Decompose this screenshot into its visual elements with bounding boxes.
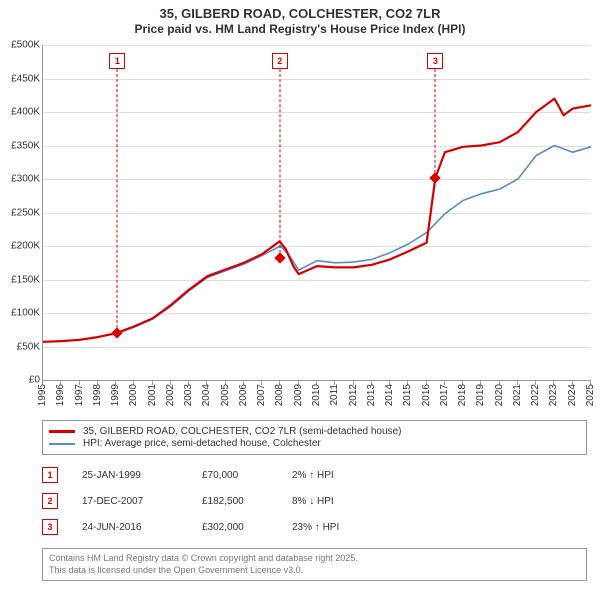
x-tick-label: 2007 [256,384,267,406]
event-date-3: 24-JUN-2016 [82,522,202,533]
footer-line2: This data is licensed under the Open Gov… [49,565,580,577]
series-line-red [43,99,591,342]
legend-row-blue: HPI: Average price, semi-detached house,… [49,438,580,449]
y-tick-label: £100K [0,308,40,319]
x-tick-label: 2006 [238,384,249,406]
event-pct-2: 8% ↓ HPI [292,496,412,507]
event-pct-3: 23% ↑ HPI [292,522,412,533]
x-tick-label: 1997 [74,384,85,406]
x-tick-label: 2020 [494,384,505,406]
x-tick-label: 2014 [384,384,395,406]
y-tick-label: £500K [0,40,40,51]
chart-svg [43,45,591,380]
x-tick-label: 2019 [475,384,486,406]
title-block: 35, GILBERD ROAD, COLCHESTER, CO2 7LR Pr… [0,0,600,36]
x-tick-label: 2011 [329,384,340,406]
chart-marker-box: 3 [427,53,443,69]
event-row-3: 3 24-JUN-2016 £302,000 23% ↑ HPI [42,519,587,535]
title-subtitle: Price paid vs. HM Land Registry's House … [0,22,600,36]
events-block: 1 25-JAN-1999 £70,000 2% ↑ HPI 2 17-DEC-… [42,462,587,545]
x-tick-label: 2015 [402,384,413,406]
x-tick-label: 2005 [220,384,231,406]
y-tick-label: £50K [0,341,40,352]
event-marker-1: 1 [42,467,58,483]
chart-marker-box: 2 [272,53,288,69]
event-marker-3: 3 [42,519,58,535]
chart-plot-area: 1 2 3 [42,45,591,381]
title-address: 35, GILBERD ROAD, COLCHESTER, CO2 7LR [0,6,600,21]
event-price-1: £70,000 [202,470,292,481]
x-tick-label: 2024 [567,384,578,406]
x-tick-label: 2013 [366,384,377,406]
y-tick-label: £350K [0,140,40,151]
x-tick-label: 2023 [548,384,559,406]
y-tick-label: £250K [0,207,40,218]
chart-marker-box: 1 [109,53,125,69]
y-tick-label: £0 [0,375,40,386]
x-tick-label: 2002 [165,384,176,406]
x-tick-label: 1998 [92,384,103,406]
x-tick-label: 2021 [512,384,523,406]
marker-connector [279,69,280,258]
legend-row-red: 35, GILBERD ROAD, COLCHESTER, CO2 7LR (s… [49,426,580,437]
x-tick-label: 2009 [293,384,304,406]
event-row-2: 2 17-DEC-2007 £182,500 8% ↓ HPI [42,493,587,509]
x-tick-label: 2010 [311,384,322,406]
x-tick-label: 2003 [183,384,194,406]
x-tick-label: 2004 [201,384,212,406]
y-tick-label: £450K [0,73,40,84]
event-price-2: £182,500 [202,496,292,507]
legend-swatch-blue [49,443,75,445]
x-tick-label: 1995 [37,384,48,406]
marker-connector [435,69,436,178]
x-tick-label: 1999 [110,384,121,406]
x-tick-label: 2018 [457,384,468,406]
legend-swatch-red [49,430,75,433]
marker-connector [117,69,118,333]
event-pct-1: 2% ↑ HPI [292,470,412,481]
y-tick-label: £400K [0,107,40,118]
x-tick-label: 2008 [274,384,285,406]
x-tick-label: 2012 [348,384,359,406]
series-line-blue [43,146,591,342]
event-date-2: 17-DEC-2007 [82,496,202,507]
x-tick-label: 1996 [55,384,66,406]
legend-box: 35, GILBERD ROAD, COLCHESTER, CO2 7LR (s… [42,420,587,455]
event-price-3: £302,000 [202,522,292,533]
x-tick-label: 2000 [128,384,139,406]
y-tick-label: £200K [0,241,40,252]
chart-container: 35, GILBERD ROAD, COLCHESTER, CO2 7LR Pr… [0,0,600,590]
x-tick-label: 2016 [421,384,432,406]
legend-label-blue: HPI: Average price, semi-detached house,… [83,438,321,449]
event-marker-2: 2 [42,493,58,509]
x-tick-label: 2025 [585,384,596,406]
event-date-1: 25-JAN-1999 [82,470,202,481]
y-tick-label: £300K [0,174,40,185]
footer-line1: Contains HM Land Registry data © Crown c… [49,553,580,565]
event-row-1: 1 25-JAN-1999 £70,000 2% ↑ HPI [42,467,587,483]
x-tick-label: 2022 [530,384,541,406]
legend-label-red: 35, GILBERD ROAD, COLCHESTER, CO2 7LR (s… [83,426,401,437]
y-tick-label: £150K [0,274,40,285]
x-tick-label: 2017 [439,384,450,406]
footer-box: Contains HM Land Registry data © Crown c… [42,548,587,581]
x-tick-label: 2001 [147,384,158,406]
